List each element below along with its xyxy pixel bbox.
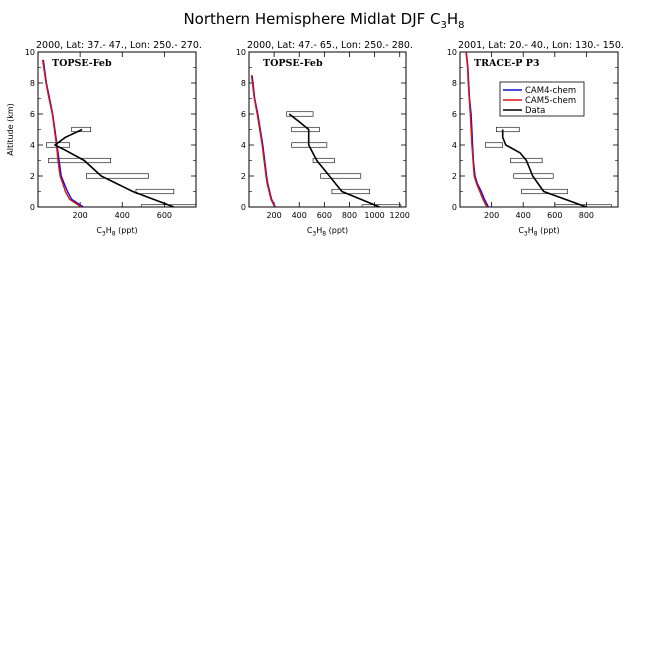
y-tick-label: 6 (241, 110, 246, 119)
title-sub-3: 3 (441, 20, 447, 31)
y-tick-label: 0 (241, 203, 246, 212)
x-tick-label: 800 (342, 211, 357, 220)
error-box (361, 204, 402, 207)
data-layer (465, 52, 612, 207)
error-box (312, 157, 335, 164)
plot-frame (248, 51, 407, 208)
y-tick-label: 6 (30, 110, 35, 119)
y-tick-label: 0 (30, 203, 35, 212)
y-tick-label: 4 (241, 141, 246, 150)
error-box (71, 126, 91, 133)
y-tick-label: 2 (30, 172, 35, 181)
data-layer (250, 75, 402, 207)
campaign-label: TOPSE-Feb (263, 58, 323, 69)
error-box (140, 204, 196, 207)
error-box (86, 173, 149, 179)
y-tick-label: 2 (452, 172, 457, 181)
error-box (331, 188, 370, 195)
x-tick-label: 200 (266, 211, 281, 220)
y-tick-label: 4 (30, 141, 35, 150)
x-tick-label: 1200 (390, 211, 410, 220)
y-tick-label: 0 (452, 203, 457, 212)
error-box (510, 157, 543, 164)
error-box (521, 188, 568, 195)
panel-title: 2000, Lat: 47.- 65., Lon: 250.- 280. (247, 40, 413, 51)
series-line-cam4-chem (465, 52, 490, 207)
x-tick-label: 400 (115, 211, 130, 220)
x-tick-label: 600 (317, 211, 332, 220)
y-tick-label: 10 (236, 48, 246, 57)
error-box (320, 173, 362, 179)
y-tick-label: 4 (452, 141, 457, 150)
legend-label: CAM4-chem (525, 86, 576, 96)
panel-1: 2000, Lat: 37.- 47., Lon: 250.- 270. 0 2 4 6… (6, 40, 202, 238)
series-line-data (288, 113, 380, 207)
series-line-data (54, 128, 175, 207)
error-box (554, 204, 612, 207)
x-tick-label: 600 (547, 211, 562, 220)
x-axis-label: C3H8 (ppt) (96, 226, 137, 238)
x-tick-label: 200 (484, 211, 499, 220)
series-line-cam5-chem (250, 75, 276, 207)
legend-label: Data (525, 106, 545, 116)
title-main: Northern Hemisphere Midlat DJF C (183, 10, 440, 28)
y-tick-label: 8 (241, 79, 246, 88)
x-tick-label: 600 (157, 211, 172, 220)
panel-title: 2001, Lat: 20.- 40., Lon: 130.- 150. (458, 40, 624, 51)
figure-title: Northern Hemisphere Midlat DJF C3H8 (183, 10, 464, 31)
series-line-data (501, 129, 587, 207)
legend-label: CAM5-chem (525, 96, 576, 106)
y-tick-label: 8 (452, 79, 457, 88)
x-tick-label: 400 (516, 211, 531, 220)
y-tick-label: 8 (30, 79, 35, 88)
y-tick-label: 2 (241, 172, 246, 181)
panels-group: 2000, Lat: 37.- 47., Lon: 250.- 270. 0 2 4 6… (6, 40, 624, 238)
x-tick-label: 400 (292, 211, 307, 220)
y-tick-label: 6 (452, 110, 457, 119)
panel-2: 2000, Lat: 47.- 65., Lon: 250.- 280. 0 2 4 6… (236, 40, 413, 238)
title-h: H (447, 10, 458, 28)
x-tick-label: 1000 (364, 211, 384, 220)
error-box (135, 188, 175, 195)
panel-title: 2000, Lat: 37.- 47., Lon: 250.- 270. (36, 40, 202, 51)
error-box (484, 142, 503, 148)
series-line-cam4-chem (251, 75, 277, 207)
y-tick-label: 10 (447, 48, 457, 57)
title-sub-8: 8 (458, 20, 464, 31)
x-tick-label: 200 (72, 211, 87, 220)
y-axis-label: Altitude (km) (6, 103, 15, 155)
campaign-label: TRACE-P P3 (474, 58, 539, 69)
x-axis-label: C3H8 (ppt) (307, 226, 348, 238)
series-line-cam5-chem (41, 59, 82, 207)
y-tick-label: 10 (25, 48, 35, 57)
error-box (496, 126, 520, 133)
series-line-cam5-chem (465, 52, 488, 207)
x-axis-label: C3H8 (ppt) (518, 226, 559, 238)
panel-3: 2001, Lat: 20.- 40., Lon: 130.- 150. 0 2 4 6… (447, 40, 624, 238)
x-tick-label: 800 (579, 211, 594, 220)
error-box (286, 111, 314, 117)
data-layer (41, 59, 196, 207)
campaign-label: TOPSE-Feb (52, 58, 112, 69)
